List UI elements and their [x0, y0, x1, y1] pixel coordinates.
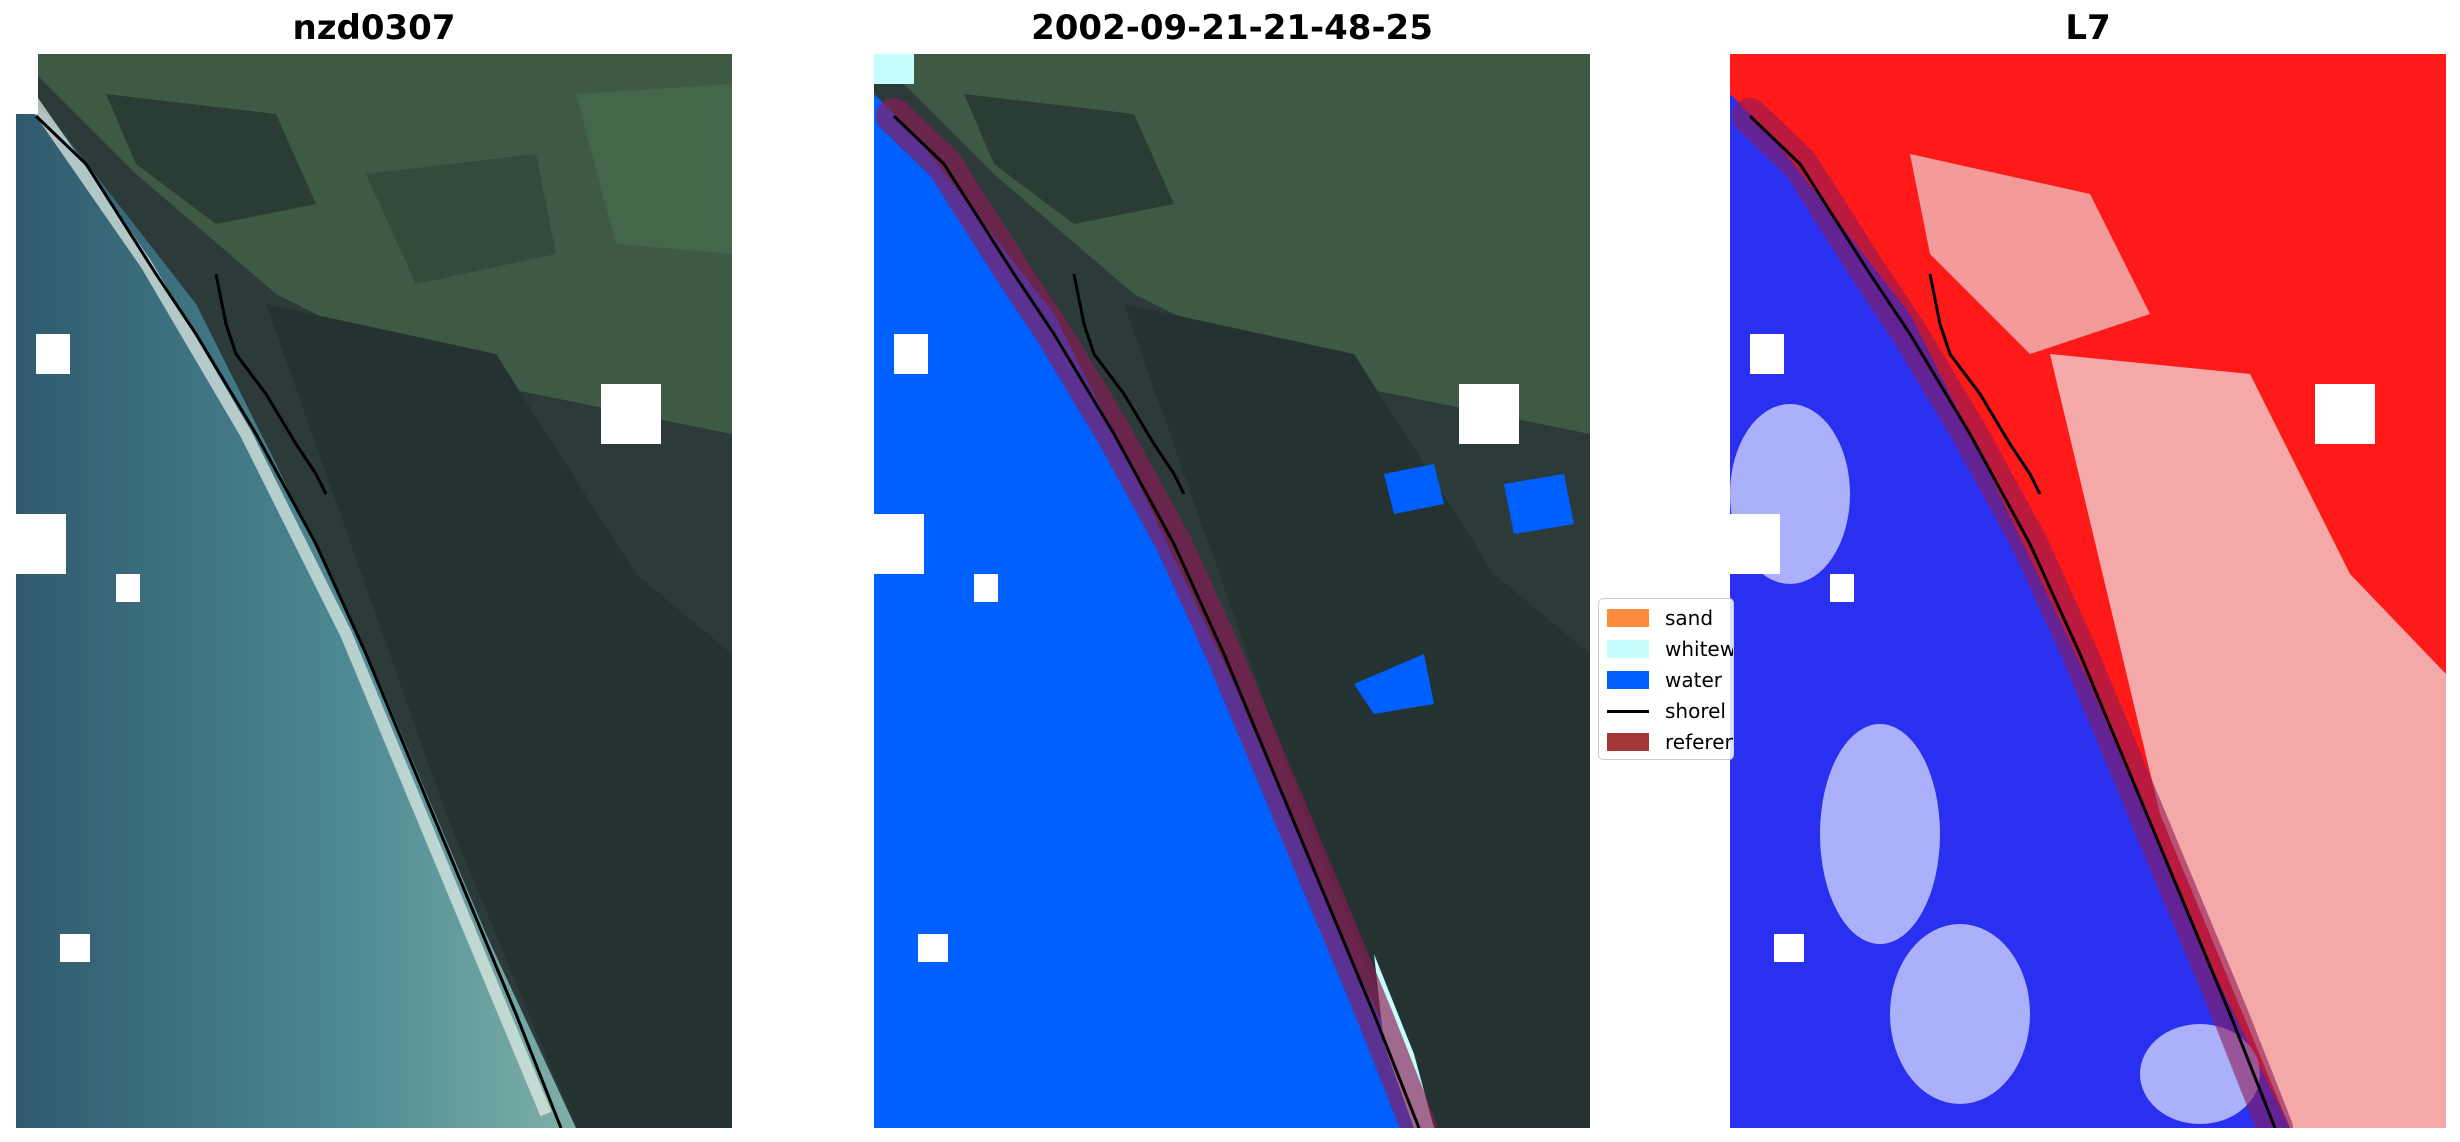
panel-title-classified: 2002-09-21-21-48-25 [1031, 8, 1433, 48]
legend-item-water: water [1607, 667, 1733, 693]
whitewater-swatch [1607, 640, 1649, 658]
water-swatch [1607, 671, 1649, 689]
shoreline-swatch [1607, 709, 1649, 713]
legend-item-whitewater: whitew [1607, 636, 1734, 662]
legend-item-shoreline: shorel [1607, 698, 1733, 724]
classified-image-panel [874, 54, 1590, 1128]
classified-satellite-image [874, 54, 1590, 1128]
legend-label: sand [1665, 606, 1714, 630]
legend: sand whitew water shorel referen [1598, 598, 1734, 760]
index-image-panel [1730, 54, 2446, 1128]
legend-label: whitew [1665, 637, 1734, 661]
sand-swatch [1607, 609, 1649, 627]
rgb-image-panel [16, 54, 732, 1128]
shoreline-line [892, 114, 1421, 1128]
index-satellite-image [1730, 54, 2446, 1128]
rgb-satellite-image [16, 54, 732, 1128]
shoreline-line [1748, 114, 2277, 1128]
legend-item-sand: sand [1607, 605, 1733, 631]
shoreline-line [34, 114, 563, 1128]
legend-label: shorel [1665, 699, 1726, 723]
legend-label: water [1665, 668, 1722, 692]
legend-label: referen [1665, 730, 1734, 754]
panel-title-rgb: nzd0307 [292, 8, 456, 48]
panel-title-index: L7 [2065, 8, 2111, 48]
legend-item-reference: referen [1607, 729, 1734, 755]
reference-swatch [1607, 733, 1649, 751]
